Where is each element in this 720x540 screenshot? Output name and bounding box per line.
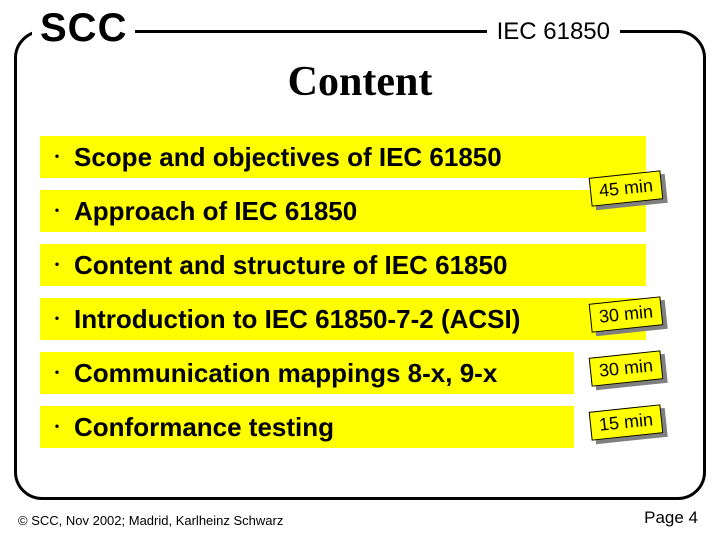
list-item: · Approach of IEC 61850 xyxy=(40,184,680,238)
item-label: Conformance testing xyxy=(74,412,334,443)
bullet-icon: · xyxy=(40,196,74,226)
list-item: · Communication mappings 8-x, 9-x xyxy=(40,346,680,400)
footer-copyright: © SCC, Nov 2002; Madrid, Karlheinz Schwa… xyxy=(18,513,283,528)
item-label: Scope and objectives of IEC 61850 xyxy=(74,142,502,173)
item-label: Introduction to IEC 61850-7-2 (ACSI) xyxy=(74,304,520,335)
bullet-icon: · xyxy=(40,142,74,172)
duration-badge: 30 min xyxy=(589,350,664,386)
content-list: · Scope and objectives of IEC 61850 · Ap… xyxy=(40,130,680,454)
item-label: Communication mappings 8-x, 9-x xyxy=(74,358,497,389)
list-item: · Content and structure of IEC 61850 xyxy=(40,238,680,292)
list-item: · Scope and objectives of IEC 61850 xyxy=(40,130,680,184)
item-label: Approach of IEC 61850 xyxy=(74,196,357,227)
duration-badge: 15 min xyxy=(589,404,664,440)
logo: SCC xyxy=(32,6,135,51)
bullet-icon: · xyxy=(40,412,74,442)
slide-title: Content xyxy=(0,58,720,106)
duration-badge: 30 min xyxy=(589,296,664,332)
footer-page-number: Page 4 xyxy=(644,508,698,528)
list-item: · Introduction to IEC 61850-7-2 (ACSI) xyxy=(40,292,680,346)
bullet-icon: · xyxy=(40,250,74,280)
bullet-icon: · xyxy=(40,358,74,388)
list-item: · Conformance testing xyxy=(40,400,680,454)
bullet-icon: · xyxy=(40,304,74,334)
item-label: Content and structure of IEC 61850 xyxy=(74,250,507,281)
duration-badge: 45 min xyxy=(589,170,664,206)
header-standard: IEC 61850 xyxy=(487,18,620,46)
